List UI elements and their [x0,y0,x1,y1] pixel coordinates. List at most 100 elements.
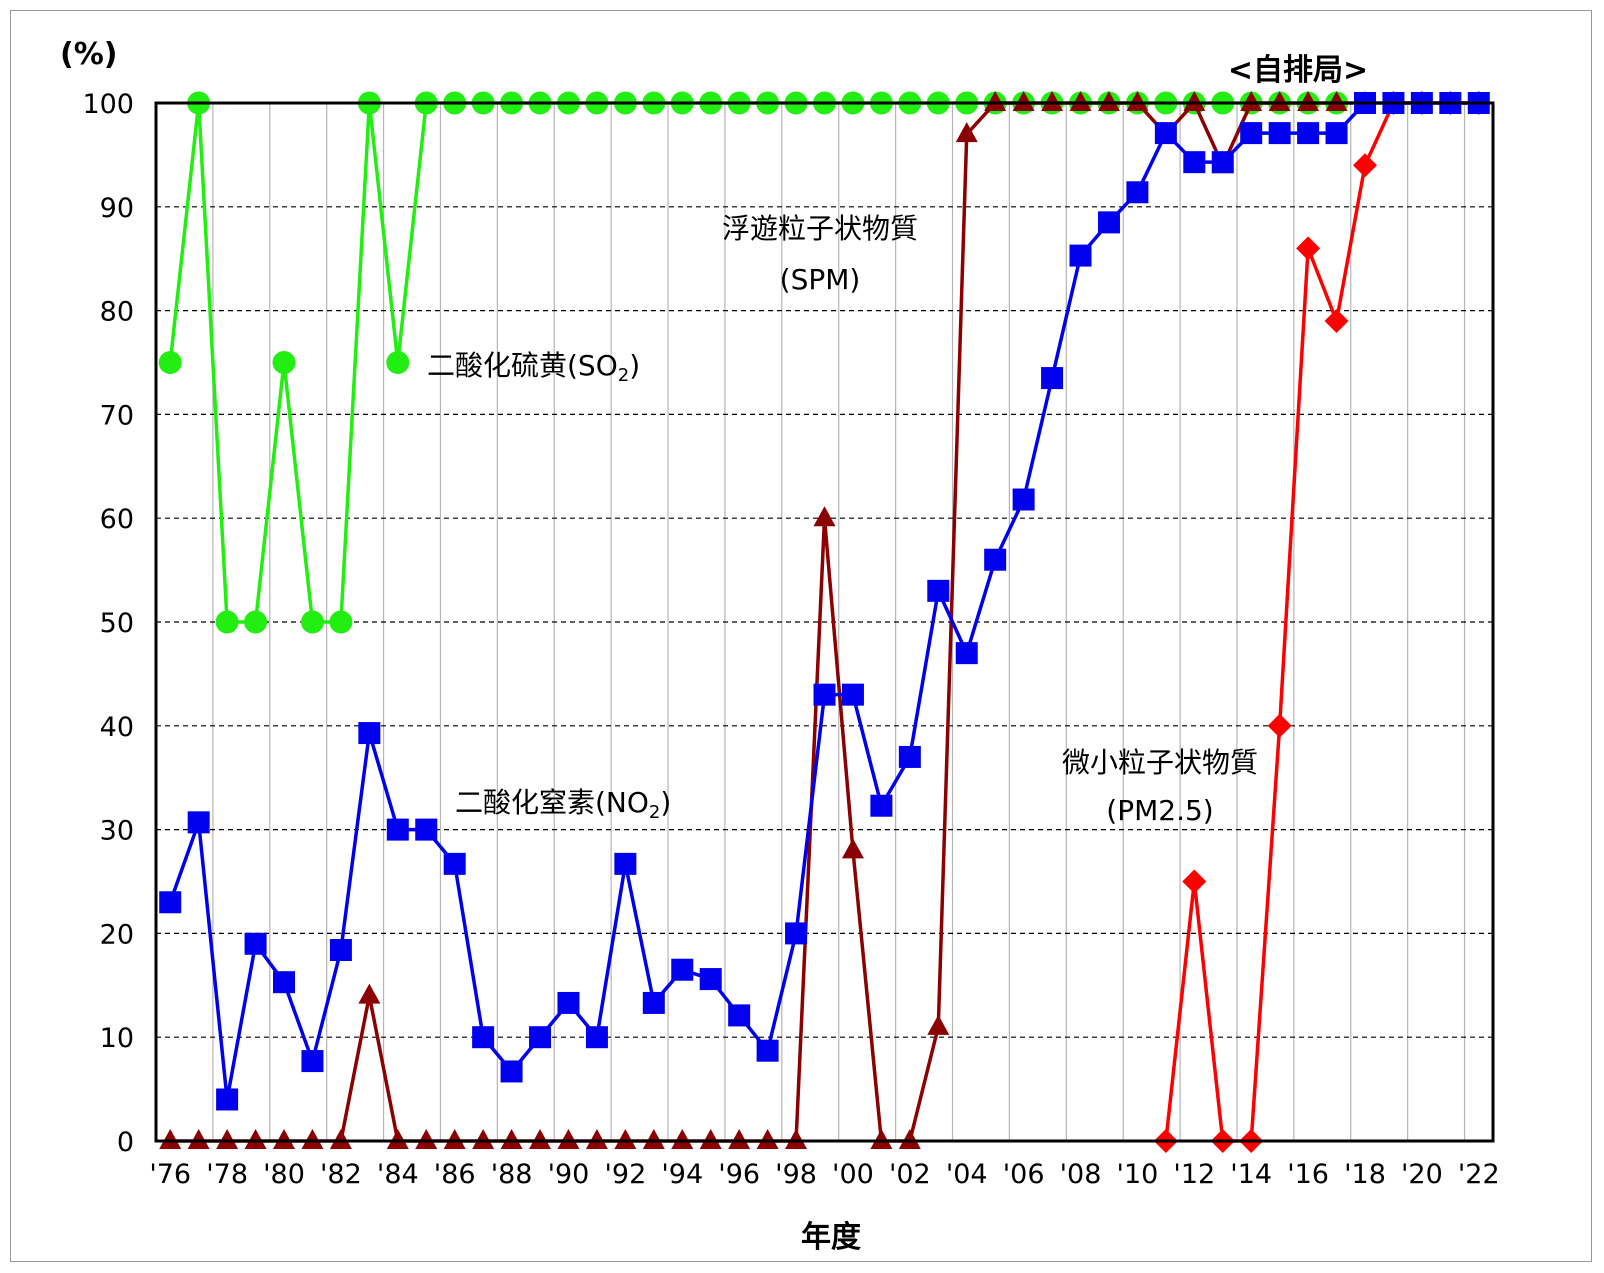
data-point-no2 [301,1129,324,1149]
data-point-no2 [671,1129,694,1149]
y-tick-label: 100 [82,89,134,120]
data-point-spm [1211,151,1234,174]
series-label-spm: 浮遊粒子状物質 [722,212,918,245]
data-point-no2 [1069,91,1092,111]
y-tick-label: 50 [100,608,134,639]
data-point-no2 [1268,91,1291,111]
x-tick-labels: '76 '78 '80 '82 '84 '86 '88 '90 '92 '94 '96 '98 '00 '… [149,1159,1499,1190]
data-point-spm [1126,181,1149,204]
data-point-pm25 [1267,713,1292,738]
y-tick-label: 60 [100,504,134,535]
data-point-spm [813,683,836,706]
chart-frame [10,10,1592,1262]
x-tick-label: '90 [548,1159,590,1190]
data-point-spm [1012,488,1035,511]
data-point-no2 [699,1129,722,1149]
series-label-pm25-line2: (PM2.5) [1106,794,1213,827]
data-point-spm [1268,122,1291,145]
x-tick-label: '10 [1117,1159,1159,1190]
data-point-no2 [472,1129,495,1149]
data-point-spm [415,818,438,841]
x-tick-label: '00 [832,1159,874,1190]
data-point-spm [273,971,296,994]
data-point-so2 [158,351,182,374]
data-point-no2 [870,1129,893,1149]
data-point-spm [1154,122,1177,145]
data-point-no2 [1041,91,1064,111]
data-point-spm [557,991,580,1014]
data-point-no2 [500,1129,523,1149]
x-tick-label: '02 [889,1159,931,1190]
data-point-so2 [244,610,268,634]
x-tick-label: '22 [1458,1159,1500,1190]
data-point-spm [1183,151,1206,174]
data-point-so2 [272,351,296,374]
data-point-no2 [984,91,1007,111]
y-tick-label: 90 [100,193,134,224]
x-axis-title: 年度 [801,1220,861,1255]
series-label-spm-line2: (SPM) [780,263,861,296]
y-tick-label: 30 [100,816,134,847]
y-tick-label: 20 [100,919,134,950]
x-tick-label: '80 [263,1159,305,1190]
data-point-no2 [585,1129,608,1149]
data-point-spm [301,1050,324,1073]
data-point-spm [329,939,352,962]
series-line-so2 [168,101,1337,624]
data-point-no2 [529,1129,552,1149]
data-point-no2 [642,1129,665,1149]
data-point-spm [728,1004,751,1027]
y-tick-label: 40 [100,712,134,743]
x-tick-label: '96 [718,1159,760,1190]
series-label-no2-end: ) [660,786,671,819]
data-point-no2 [813,506,836,527]
series-label-so2-end: ) [629,349,640,382]
data-point-no2 [1297,91,1320,111]
x-tick-label: '98 [775,1159,817,1190]
data-point-spm [443,852,466,875]
data-point-no2 [785,1129,808,1149]
x-tick-label: '18 [1344,1159,1386,1190]
series-label-no2: 二酸化窒素(NO2) [455,786,671,823]
data-point-spm [159,891,182,914]
data-point-no2 [329,1129,352,1149]
x-tick-label: '84 [377,1159,419,1190]
data-point-spm [671,958,694,981]
data-point-no2 [159,1129,182,1149]
x-tick-label: '20 [1401,1159,1443,1190]
data-point-spm [756,1039,779,1062]
data-point-so2 [329,610,353,634]
chart-title: <自排局> [1228,53,1368,88]
x-tick-label: '14 [1230,1159,1272,1190]
series-label-no2-sub: 2 [649,802,660,823]
data-point-no2 [358,983,381,1004]
y-axis-unit-label: (%) [60,37,117,72]
gridlines [156,103,1493,1141]
data-point-no2 [187,1129,210,1149]
data-point-spm [1041,367,1064,390]
series-label-so2-main: 二酸化硫黄(SO [427,349,618,382]
data-point-spm [614,852,637,875]
data-point-no2 [728,1129,751,1149]
x-tick-label: '94 [661,1159,703,1190]
series-label-so2: 二酸化硫黄(SO2) [427,349,640,386]
data-point-pm25 [1182,869,1207,894]
data-point-spm [244,932,267,955]
series-label-no2-main: 二酸化窒素(NO [455,786,649,819]
series-label-pm25: 微小粒子状物質 [1062,746,1258,779]
data-point-pm25 [1296,236,1321,261]
data-point-no2 [1325,91,1348,111]
data-point-spm [529,1026,552,1049]
x-tick-label: '12 [1173,1159,1215,1190]
y-tick-label: 0 [117,1127,134,1158]
x-tick-label: '82 [320,1159,362,1190]
data-point-no2 [1183,91,1206,111]
data-point-no2 [1012,91,1035,111]
y-tick-label: 70 [100,400,134,431]
x-tick-label: '16 [1287,1159,1329,1190]
data-point-spm [472,1026,495,1049]
data-point-no2 [244,1129,267,1149]
data-point-spm [216,1088,239,1111]
data-point-no2 [273,1129,296,1149]
